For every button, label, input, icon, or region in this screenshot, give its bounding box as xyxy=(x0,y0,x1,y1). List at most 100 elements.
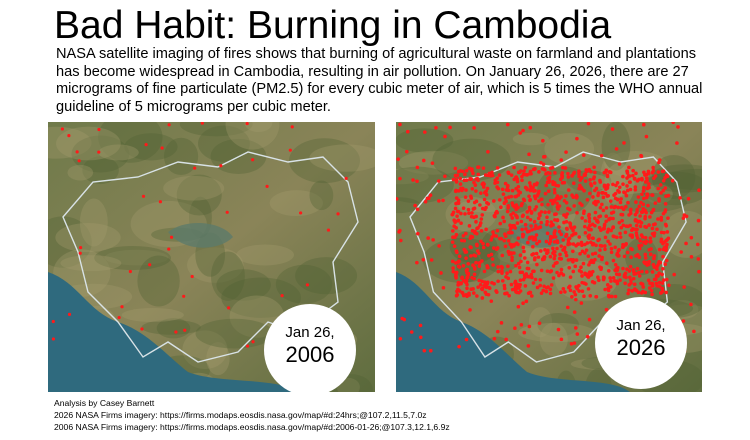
fire xyxy=(463,172,467,177)
fire xyxy=(454,276,458,280)
fire xyxy=(629,278,633,283)
fire xyxy=(491,230,495,234)
terrain xyxy=(94,245,171,271)
fire xyxy=(566,237,571,242)
fire xyxy=(532,167,537,172)
fire xyxy=(659,191,663,195)
fire xyxy=(450,229,455,233)
fire xyxy=(539,220,543,225)
fire xyxy=(526,266,531,271)
fire xyxy=(547,210,551,214)
fire xyxy=(575,286,579,291)
fire xyxy=(418,323,423,328)
fire xyxy=(624,193,629,198)
fire xyxy=(553,235,558,239)
terrain xyxy=(104,249,169,266)
fire xyxy=(520,227,524,232)
fire xyxy=(648,215,652,219)
fire xyxy=(461,264,466,268)
fire xyxy=(535,194,539,198)
fire xyxy=(671,122,676,125)
fire xyxy=(635,210,639,215)
fire xyxy=(299,211,303,215)
fire xyxy=(643,252,648,257)
fire xyxy=(666,216,670,220)
fire xyxy=(602,222,607,227)
fire xyxy=(621,223,626,228)
fire xyxy=(637,274,642,278)
fire xyxy=(544,183,548,188)
fire xyxy=(616,265,620,270)
fire xyxy=(502,283,507,288)
fire xyxy=(465,275,469,280)
fire xyxy=(663,262,668,267)
fire xyxy=(490,173,495,178)
fire xyxy=(622,141,626,145)
fire xyxy=(568,221,572,225)
fire xyxy=(575,332,580,336)
fire xyxy=(591,195,595,199)
fire xyxy=(411,178,415,182)
fire xyxy=(607,170,612,174)
fire xyxy=(481,245,486,250)
fire xyxy=(559,290,563,294)
fire xyxy=(499,205,503,210)
fire xyxy=(509,194,514,199)
fire xyxy=(245,344,250,348)
fire xyxy=(508,242,512,247)
fire xyxy=(476,285,480,289)
fire xyxy=(663,186,668,190)
fire xyxy=(506,238,511,243)
fire xyxy=(486,173,490,178)
fire xyxy=(666,236,671,241)
fire xyxy=(528,217,533,222)
fire xyxy=(461,293,466,298)
fire xyxy=(478,203,482,207)
fire xyxy=(650,226,655,231)
terrain xyxy=(98,122,163,163)
fire xyxy=(409,330,414,334)
fire xyxy=(548,239,553,244)
fire xyxy=(416,231,420,236)
fire xyxy=(547,180,551,184)
fire xyxy=(682,285,686,289)
fire xyxy=(560,181,565,185)
fire xyxy=(532,219,537,224)
terrain xyxy=(79,198,108,247)
fire xyxy=(505,209,510,214)
fire xyxy=(640,192,644,197)
fire xyxy=(551,276,556,280)
fire xyxy=(521,232,526,237)
fire xyxy=(515,221,520,225)
fire xyxy=(573,297,578,302)
fire xyxy=(463,248,467,253)
fire xyxy=(528,290,533,295)
fire xyxy=(634,288,639,293)
fire xyxy=(640,176,644,181)
fire xyxy=(582,173,587,178)
terrain xyxy=(288,138,360,184)
fire xyxy=(422,348,427,353)
fire xyxy=(398,238,403,243)
fire xyxy=(608,242,612,246)
fire xyxy=(587,213,591,218)
fire xyxy=(606,268,611,273)
fire xyxy=(471,207,476,211)
fire xyxy=(460,276,464,280)
fire xyxy=(627,213,631,217)
fire xyxy=(529,211,534,215)
fire xyxy=(476,226,480,230)
terrain xyxy=(216,269,271,301)
fire xyxy=(405,149,409,154)
fire xyxy=(502,286,507,291)
fire xyxy=(473,183,478,187)
fire xyxy=(486,265,490,270)
fire xyxy=(596,278,601,283)
fire xyxy=(611,258,616,263)
fire xyxy=(513,213,518,218)
fire xyxy=(521,245,526,250)
fire xyxy=(503,234,508,239)
fire xyxy=(288,148,292,152)
fire xyxy=(470,235,475,239)
fire xyxy=(531,281,536,285)
